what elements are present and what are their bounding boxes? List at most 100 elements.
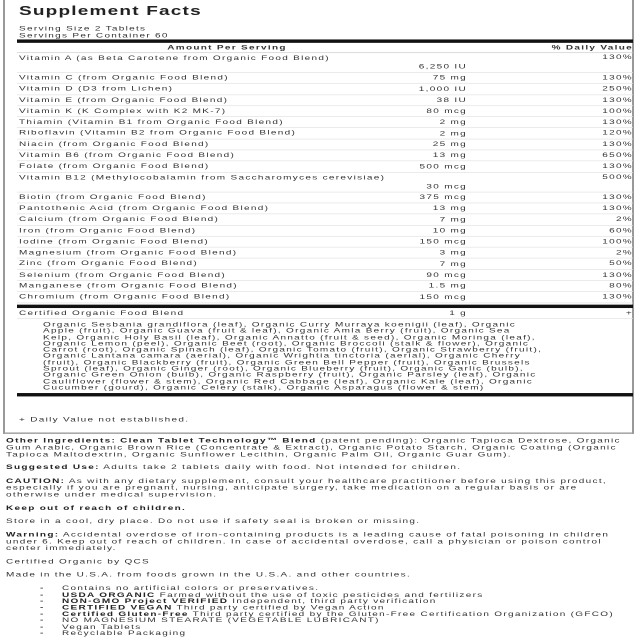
- nutrient-amount: 7 mg: [439, 215, 467, 224]
- storage: Store in a cool, dry place. Do not use i…: [6, 517, 421, 526]
- blend-amount: 1 g: [449, 309, 467, 317]
- nutrient-row: Biotin (from Organic Food Blend) 375 mcg 1…: [17, 192, 633, 204]
- nutrient-name: Pantothenic Acid (from Organic Food Blen…: [19, 204, 270, 213]
- nutrient-amount: 375 mcg: [419, 193, 467, 202]
- nutrient-amount: 30 mcg: [426, 182, 467, 191]
- nutrient-amount: 80 mcg: [426, 107, 467, 116]
- bullet-icon: -: [40, 597, 45, 606]
- nutrient-amount: 2 mg: [439, 129, 467, 138]
- nutrient-daily-value: 130%: [602, 193, 633, 202]
- nutrient-name: Niacin (from Organic Food Blend): [19, 140, 210, 149]
- nutrient-daily-value: 100%: [602, 237, 633, 246]
- feature-badge: USDA ORGANIC: [62, 591, 156, 599]
- feature-text: Independent, third party verification: [228, 597, 437, 606]
- nutrient-name: Iodine (from Organic Food Blend): [19, 237, 210, 246]
- bullet-icon: -: [40, 629, 45, 638]
- bullet-icon: -: [40, 623, 45, 631]
- daily-value-footnote: + Daily Value not established.: [19, 416, 190, 424]
- feature-item: - Vegan Tablets: [40, 623, 631, 631]
- nutrient-row: Vitamin E (from Organic Food Blend) 38 IU…: [17, 95, 633, 107]
- header-amount: Amount Per Serving: [167, 44, 287, 52]
- feature-text: Third party certified by Vegan Action: [172, 604, 385, 612]
- caution-text: As with any dietary supplement, consult …: [6, 477, 607, 499]
- other-ingredients-text: (patent pending): Organic Tapioca Dextro…: [6, 437, 621, 459]
- nutrient-amount: 90 mcg: [426, 271, 467, 279]
- nutrient-row: Vitamin K (K Complex with K2 MK-7) 80 mcg…: [17, 106, 633, 118]
- nutrient-row: Zinc (from Organic Food Blend) 7 mg 50%: [17, 259, 633, 270]
- nutrient-daily-value: 80%: [609, 282, 633, 290]
- feature-list: - Contains no artificial colors or preser…: [6, 584, 631, 638]
- feature-item: - NO MAGNESIUM STEARATE (VEGETABLE LUBRIC…: [40, 616, 631, 625]
- nutrient-daily-value: 500%: [602, 173, 633, 181]
- feature-badge: CERTIFIED VEGAN: [62, 604, 173, 612]
- nutrient-daily-value: 130%: [602, 74, 633, 82]
- nutrient-row: Thiamin (Vitamin B1 from Organic Food Bl…: [17, 117, 633, 129]
- bullet-icon: -: [40, 610, 45, 618]
- feature-item: - Contains no artificial colors or preser…: [40, 584, 631, 593]
- nutrient-daily-value: 130%: [602, 293, 633, 301]
- feature-text: NO MAGNESIUM STEARATE (VEGETABLE LUBRICA…: [62, 616, 380, 625]
- nutrient-name: Zinc (from Organic Food Blend): [19, 260, 199, 268]
- nutrient-daily-value: 250%: [602, 85, 633, 93]
- nutrient-row: Iron (from Organic Food Blend) 10 mg 60%: [17, 225, 633, 237]
- nutrient-daily-value: 120%: [602, 129, 633, 138]
- nutrient-name: Vitamin C (from Organic Food Blend): [19, 74, 229, 82]
- feature-badge: Certified Gluten-Free: [62, 610, 189, 618]
- nutrient-row: Vitamin C (from Organic Food Blend) 75 mg…: [17, 73, 633, 84]
- serving-size: Serving Size 2 Tablets: [19, 25, 147, 33]
- blend-ingredients: Organic Sesbania grandiflora (leaf), Org…: [43, 320, 543, 392]
- nutrient-amount: 3 mg: [439, 249, 467, 257]
- nutrient-daily-value: 130%: [602, 271, 633, 279]
- feature-item: - Certified Gluten-Free Third party certi…: [40, 610, 631, 618]
- certified-organic: Certified Organic by QCS: [6, 557, 151, 566]
- thick-divider: [17, 393, 633, 397]
- nutrient-row: Selenium (from Organic Food Blend) 90 mcg…: [17, 270, 633, 281]
- nutrient-daily-value: 100%: [602, 107, 633, 115]
- nutrient-daily-value: 2%: [615, 248, 633, 257]
- caution: CAUTION: As with any dietary supplement,…: [6, 478, 631, 498]
- nutrient-row: Vitamin A (as Beta Carotene from Organic…: [17, 53, 633, 73]
- nutrient-name: Vitamin D (D3 from Lichen): [19, 85, 174, 93]
- nutrient-row: Vitamin B12 (Methylocobalamin from Sacch…: [17, 172, 633, 193]
- nutrient-amount: 13 mg: [432, 151, 467, 160]
- feature-text: Contains no artificial colors or preserv…: [62, 584, 320, 593]
- feature-item: - NON-GMO Project VERIFIED Independent, t…: [40, 597, 631, 606]
- nutrient-row: Calcium (from Organic Food Blend) 7 mg 2%: [17, 214, 633, 226]
- nutrient-amount: 150 mcg: [419, 293, 467, 301]
- nutrient-row: Niacin (from Organic Food Blend) 25 mg 130…: [17, 139, 633, 151]
- bullet-icon: -: [40, 584, 45, 593]
- feature-text: Third party certified by the Gluten-Free…: [188, 610, 614, 618]
- suggested-use: Suggested Use: Adults take 2 tablets dai…: [6, 464, 631, 472]
- keep-out: Keep out of reach of children.: [6, 505, 631, 512]
- supplement-facts-panel: Supplement Facts Serving Size 2 Tablets …: [3, 0, 634, 434]
- nutrient-amount: 75 mg: [432, 74, 467, 82]
- nutrient-amount: 150 mcg: [419, 238, 467, 246]
- nutrient-daily-value: 130%: [602, 96, 633, 104]
- servings-per-container: Servings Per Container 60: [19, 31, 169, 40]
- nutrient-daily-value: 130%: [602, 118, 633, 126]
- nutrient-daily-value: 50%: [609, 260, 633, 268]
- blend-dv: +: [625, 309, 633, 317]
- nutrient-name: Vitamin B6 (from Organic Food Blend): [19, 151, 236, 160]
- nutrient-daily-value: 130%: [602, 204, 633, 213]
- caution-label: CAUTION:: [6, 477, 66, 485]
- nutrient-row: Vitamin D (D3 from Lichen) 1,000 IU 250%: [17, 84, 633, 95]
- nutrient-daily-value: 130%: [602, 53, 633, 62]
- thick-divider: [17, 304, 633, 308]
- nutrient-row: Chromium (from Organic Food Blend) 150 mc…: [17, 292, 633, 304]
- nutrient-amount: 38 IU: [436, 96, 467, 104]
- feature-item: - CERTIFIED VEGAN Third party certified b…: [40, 604, 631, 612]
- nutrient-amount: 7 mg: [439, 260, 467, 268]
- suggested-use-text: Adults take 2 tablets daily with food. N…: [99, 464, 462, 472]
- nutrient-row: Folate (from Organic Food Blend) 500 mcg 1…: [17, 161, 633, 173]
- nutrient-row: Magnesium (from Organic Food Blend) 3 mg 2…: [17, 248, 633, 259]
- nutrient-name: Vitamin A (as Beta Carotene from Organic…: [19, 54, 330, 62]
- nutrient-amount: 10 mg: [432, 227, 467, 235]
- warning-label: Warning:: [6, 531, 60, 539]
- nutrient-table: Amount Per Serving % Daily Value Vitamin…: [17, 44, 633, 397]
- warning-text: Accidental overdose of iron-containing p…: [6, 531, 610, 553]
- nutrient-row: Manganese (from Organic Food Blend) 1.5 m…: [17, 281, 633, 292]
- nutrient-name: Magnesium (from Organic Food Blend): [19, 248, 238, 257]
- nutrient-name: Iron (from Organic Food Blend): [19, 226, 197, 235]
